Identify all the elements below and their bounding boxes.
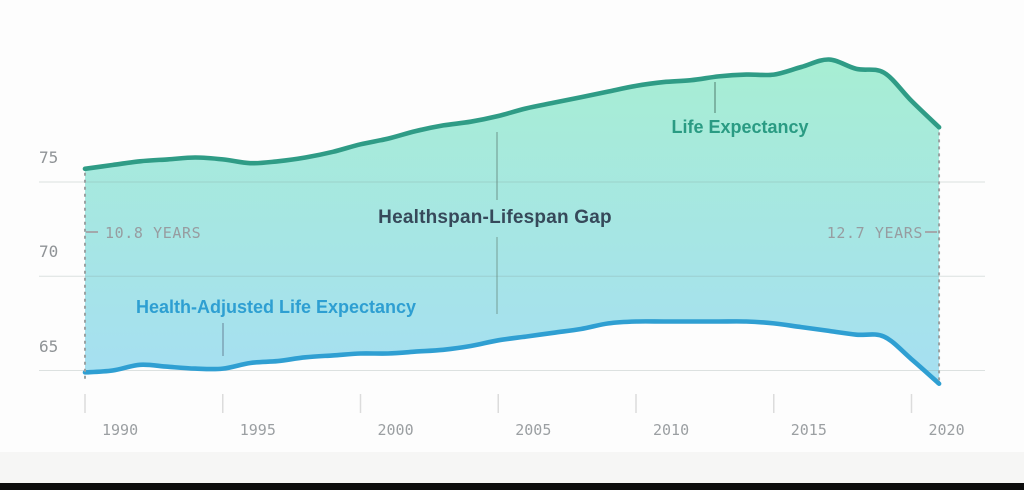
gap-end-value: 12.7 YEARS: [826, 224, 923, 242]
life-expectancy-label: Life Expectancy: [671, 117, 809, 137]
life-expectancy-label-connector: [714, 82, 716, 113]
hale-label: Health-Adjusted Life Expectancy: [135, 297, 417, 317]
gap-label-connector-bottom: [496, 237, 498, 314]
x-tick-label: 2000: [377, 421, 414, 439]
hale-line: [82, 319, 942, 386]
gap-start-dash: [86, 231, 98, 233]
gap-label-connector-top: [496, 132, 498, 200]
x-tick-label: 1995: [239, 421, 276, 439]
gap-label: Healthspan-Lifespan Gap: [378, 207, 612, 228]
x-tick-label: 2005: [515, 421, 552, 439]
y-tick-label: 70: [39, 242, 59, 262]
x-tick-label: 2015: [790, 421, 827, 439]
screen-edge-bar: [0, 483, 1024, 490]
hale-label-connector: [222, 323, 224, 356]
gap-area-fill: [85, 59, 940, 384]
y-tick-label: 75: [39, 148, 59, 167]
gap-start-value: 10.8 YEARS: [105, 224, 202, 242]
x-tick-label: 2010: [653, 421, 690, 439]
footer-strip: [0, 452, 1024, 483]
x-tick-label: 2020: [928, 421, 965, 439]
gap-end-dash: [925, 231, 937, 233]
life-expectancy-line: [82, 57, 942, 172]
x-tick-label: 1990: [102, 421, 139, 439]
y-tick-label: 65: [39, 336, 59, 356]
